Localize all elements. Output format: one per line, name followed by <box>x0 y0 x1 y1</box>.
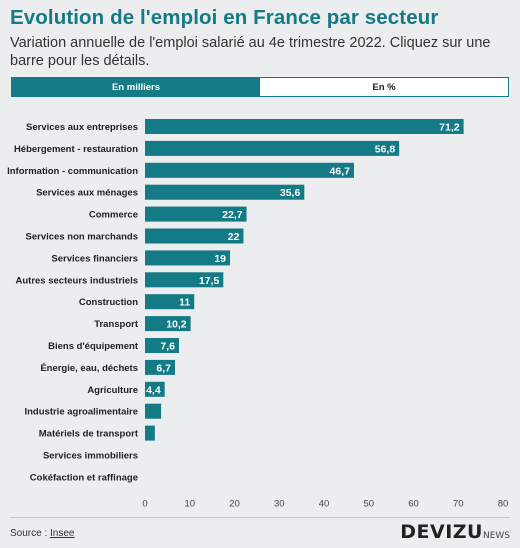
bar[interactable] <box>145 425 155 441</box>
bar-value-label: 22 <box>228 231 240 243</box>
bar-value-label: 22,7 <box>222 209 243 221</box>
bar-value-label: 56,8 <box>375 143 396 155</box>
bar[interactable] <box>145 403 162 419</box>
logo-main: DEVIZU <box>400 521 483 543</box>
x-tick-label: 80 <box>498 498 509 509</box>
x-tick-label: 50 <box>363 498 374 509</box>
bar-chart: Services aux entreprises 71,2 Hébergement … <box>7 119 509 509</box>
bar[interactable] <box>145 162 354 178</box>
category-label: Agriculture <box>87 385 138 396</box>
bar[interactable] <box>145 206 247 222</box>
bar-value-label: 6,7 <box>156 362 171 374</box>
bar-value-label: 46,7 <box>330 165 351 177</box>
bar[interactable] <box>145 119 464 134</box>
x-tick-label: 40 <box>319 498 330 509</box>
toggle-percent-button[interactable]: En % <box>260 78 508 96</box>
category-label: Énergie, eau, déchets <box>40 363 138 374</box>
bar-value-label: 11 <box>179 297 190 309</box>
bar[interactable] <box>145 250 231 266</box>
source-link[interactable]: Insee <box>50 528 75 539</box>
category-label: Matériels de transport <box>39 429 139 440</box>
bar-value-label: 10,2 <box>166 319 187 331</box>
category-label: Services aux ménages <box>36 188 138 199</box>
x-tick-label: 0 <box>142 498 147 509</box>
category-label: Information - communication <box>7 166 138 177</box>
x-tick-label: 20 <box>229 498 240 509</box>
bar[interactable] <box>145 140 400 156</box>
category-label: Hébergement - restauration <box>14 144 138 155</box>
bar-value-label: 4,4 <box>146 384 161 396</box>
category-label: Services aux entreprises <box>26 122 138 133</box>
bar[interactable] <box>145 316 191 332</box>
bar[interactable] <box>145 294 195 310</box>
bar[interactable] <box>145 272 224 288</box>
x-tick-label: 70 <box>453 498 464 509</box>
brand-logo: DEVIZUNEWS <box>400 521 510 543</box>
x-tick-label: 10 <box>184 498 195 509</box>
toggle-thousands-button[interactable]: En milliers <box>12 78 260 96</box>
page-subtitle: Variation annuelle de l'emploi salarié a… <box>10 35 491 69</box>
unit-toggle: En milliers En % <box>11 77 509 97</box>
bar[interactable] <box>145 338 180 353</box>
bar[interactable] <box>145 184 305 200</box>
logo-suffix: NEWS <box>482 531 510 541</box>
category-label: Construction <box>79 297 138 308</box>
footer-divider <box>10 517 510 518</box>
bar-value-label: 35,6 <box>280 187 301 199</box>
category-label: Industrie agroalimentaire <box>24 407 138 418</box>
category-label: Transport <box>94 319 139 330</box>
category-label: Autres secteurs industriels <box>16 275 139 286</box>
source-prefix: Source : <box>10 528 51 539</box>
page-title: Evolution de l'emploi en France par sect… <box>10 6 439 29</box>
bar-value-label: 71,2 <box>439 122 460 134</box>
bar[interactable] <box>145 359 175 375</box>
bar-value-label: 7,6 <box>160 341 175 353</box>
bar[interactable] <box>145 228 244 244</box>
source-note: Source : Insee <box>10 528 75 539</box>
category-label: Biens d'équipement <box>48 341 139 352</box>
bar[interactable] <box>145 381 165 397</box>
category-label: Services financiers <box>51 253 138 264</box>
category-label: Services immobiliers <box>43 451 138 462</box>
category-label: Cokéfaction et raffinage <box>30 472 138 483</box>
bar-value-label: 19 <box>214 253 226 265</box>
x-tick-label: 60 <box>408 498 419 509</box>
x-tick-label: 30 <box>274 498 285 509</box>
bar-value-label: 17,5 <box>199 275 220 287</box>
category-label: Commerce <box>89 210 138 221</box>
category-label: Services non marchands <box>26 232 138 243</box>
